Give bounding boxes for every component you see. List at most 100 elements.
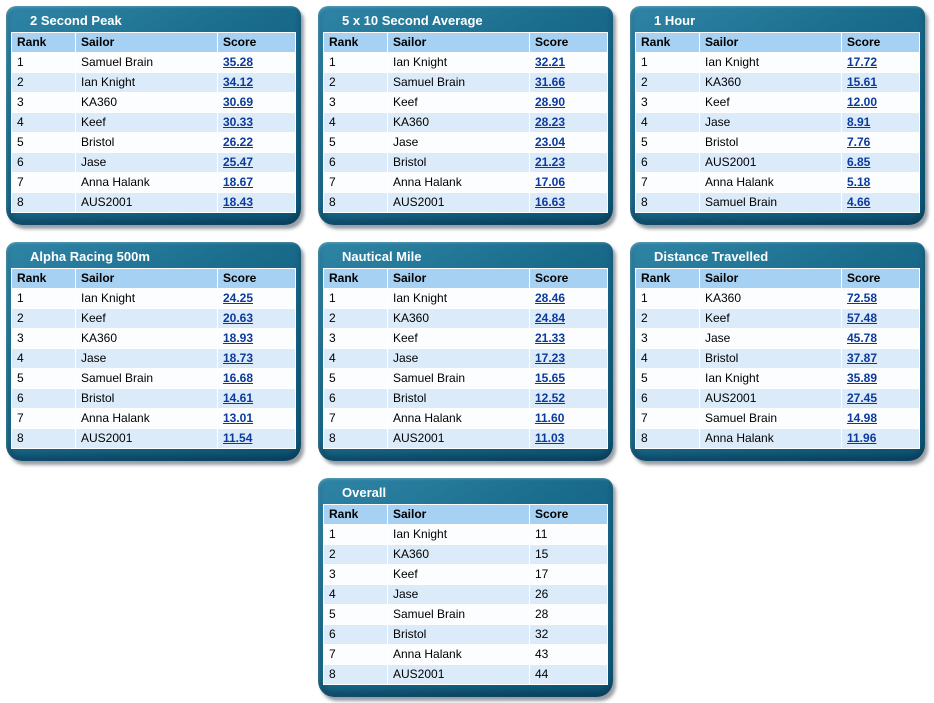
score-link[interactable]: 28.90: [535, 95, 566, 109]
panel-title: 5 x 10 Second Average: [342, 13, 483, 28]
score-link[interactable]: 20.63: [223, 311, 254, 325]
score-link[interactable]: 14.98: [847, 411, 878, 425]
score-link[interactable]: 21.33: [535, 331, 566, 345]
score-link[interactable]: 21.23: [535, 155, 566, 169]
table-body: 1 Samuel Brain 35.28 2 Ian Knight 34.12 3 KA360…: [11, 52, 296, 213]
rank-cell: 8: [323, 428, 388, 449]
score-cell: 44: [529, 664, 608, 685]
score-link[interactable]: 18.93: [223, 331, 254, 345]
table-row: 7 Anna Halank 11.60: [323, 408, 608, 429]
score-link[interactable]: 35.89: [847, 371, 878, 385]
score-link[interactable]: 12.00: [847, 95, 878, 109]
panel-title: 1 Hour: [654, 13, 696, 28]
score-cell: 8.91: [841, 112, 920, 133]
table-row: 8 AUS2001 18.43: [11, 192, 296, 213]
table-row: 3 KA360 30.69: [11, 92, 296, 113]
score-link[interactable]: 17.23: [535, 351, 566, 365]
score-link[interactable]: 25.47: [223, 155, 254, 169]
score-link[interactable]: 16.63: [535, 195, 566, 209]
rank-cell: 7: [11, 408, 76, 429]
score-cell: 32: [529, 624, 608, 645]
score-link[interactable]: 45.78: [847, 331, 878, 345]
sailor-cell: Samuel Brain: [387, 604, 530, 625]
sailor-cell: Ian Knight: [387, 524, 530, 545]
score-link[interactable]: 27.45: [847, 391, 878, 405]
score-cell: 18.43: [217, 192, 296, 213]
score-link[interactable]: 34.12: [223, 75, 254, 89]
sailor-cell: Ian Knight: [699, 52, 842, 73]
score-link[interactable]: 18.43: [223, 195, 254, 209]
table-row: 5 Bristol 7.76: [635, 132, 920, 153]
score-cell: 11.03: [529, 428, 608, 449]
score-link[interactable]: 35.28: [223, 55, 254, 69]
score-link[interactable]: 11.96: [847, 431, 877, 445]
score-link[interactable]: 24.84: [535, 311, 566, 325]
score-link[interactable]: 15.65: [535, 371, 566, 385]
table-row: 2 Keef 57.48: [635, 308, 920, 329]
score-cell: 18.67: [217, 172, 296, 193]
rank-cell: 1: [323, 288, 388, 309]
score-link[interactable]: 57.48: [847, 311, 878, 325]
rank-cell: 5: [323, 132, 388, 153]
sailor-cell: KA360: [387, 308, 530, 329]
score-cell: 11.54: [217, 428, 296, 449]
score-link[interactable]: 13.01: [223, 411, 254, 425]
score-link[interactable]: 30.33: [223, 115, 254, 129]
table-row: 7 Anna Halank 43: [323, 644, 608, 665]
score-cell: 17.06: [529, 172, 608, 193]
rank-cell: 8: [323, 192, 388, 213]
score-link[interactable]: 24.25: [223, 291, 254, 305]
score-link[interactable]: 18.67: [223, 175, 254, 189]
score-link[interactable]: 11.60: [535, 411, 565, 425]
leaderboard-table: Rank Sailor Score 1 Ian Knight 11 2 KA360 15 3…: [323, 504, 608, 685]
table-row: 1 Samuel Brain 35.28: [11, 52, 296, 73]
rank-cell: 3: [323, 564, 388, 585]
score-link[interactable]: 31.66: [535, 75, 566, 89]
column-header-sailor: Sailor: [387, 268, 530, 289]
score-cell: 57.48: [841, 308, 920, 329]
score-link[interactable]: 12.52: [535, 391, 566, 405]
score-link[interactable]: 28.46: [535, 291, 566, 305]
rank-cell: 2: [11, 308, 76, 329]
sailor-cell: Anna Halank: [699, 428, 842, 449]
table-row: 1 Ian Knight 32.21: [323, 52, 608, 73]
table-row: 8 AUS2001 44: [323, 664, 608, 685]
score-link[interactable]: 7.76: [847, 135, 871, 149]
score-link[interactable]: 23.04: [535, 135, 566, 149]
score-link[interactable]: 4.66: [847, 195, 871, 209]
score-cell: 31.66: [529, 72, 608, 93]
rank-cell: 4: [323, 348, 388, 369]
table-row: 6 AUS2001 6.85: [635, 152, 920, 173]
score-link[interactable]: 18.73: [223, 351, 254, 365]
score-link[interactable]: 5.18: [847, 175, 871, 189]
score-link[interactable]: 11.03: [535, 431, 565, 445]
score-link[interactable]: 17.06: [535, 175, 566, 189]
score-link[interactable]: 26.22: [223, 135, 254, 149]
sailor-cell: KA360: [75, 328, 218, 349]
score-link[interactable]: 28.23: [535, 115, 566, 129]
column-header-sailor: Sailor: [387, 32, 530, 53]
score-link[interactable]: 14.61: [223, 391, 254, 405]
rank-cell: 8: [323, 664, 388, 685]
score-link[interactable]: 15.61: [847, 75, 878, 89]
leaderboard-panel-5-x-10-second-average: 5 x 10 Second Average Rank Sailor Score …: [318, 6, 613, 225]
sailor-cell: Bristol: [699, 132, 842, 153]
score-link[interactable]: 72.58: [847, 291, 878, 305]
score-link[interactable]: 17.72: [847, 55, 878, 69]
score-link[interactable]: 16.68: [223, 371, 254, 385]
score-link[interactable]: 30.69: [223, 95, 254, 109]
score-link[interactable]: 32.21: [535, 55, 566, 69]
score-link[interactable]: 6.85: [847, 155, 871, 169]
sailor-cell: KA360: [387, 112, 530, 133]
leaderboard-table: Rank Sailor Score 1 Samuel Brain 35.28 2 Ian…: [11, 32, 296, 213]
column-header-score: Score: [529, 504, 608, 525]
rank-cell: 5: [323, 604, 388, 625]
score-link[interactable]: 11.54: [223, 431, 253, 445]
rank-cell: 5: [323, 368, 388, 389]
sailor-cell: Jase: [699, 328, 842, 349]
score-link[interactable]: 8.91: [847, 115, 871, 129]
header-row: Rank Sailor Score: [11, 268, 296, 289]
score-link[interactable]: 37.87: [847, 351, 878, 365]
sailor-cell: Jase: [387, 132, 530, 153]
column-header-rank: Rank: [323, 32, 388, 53]
